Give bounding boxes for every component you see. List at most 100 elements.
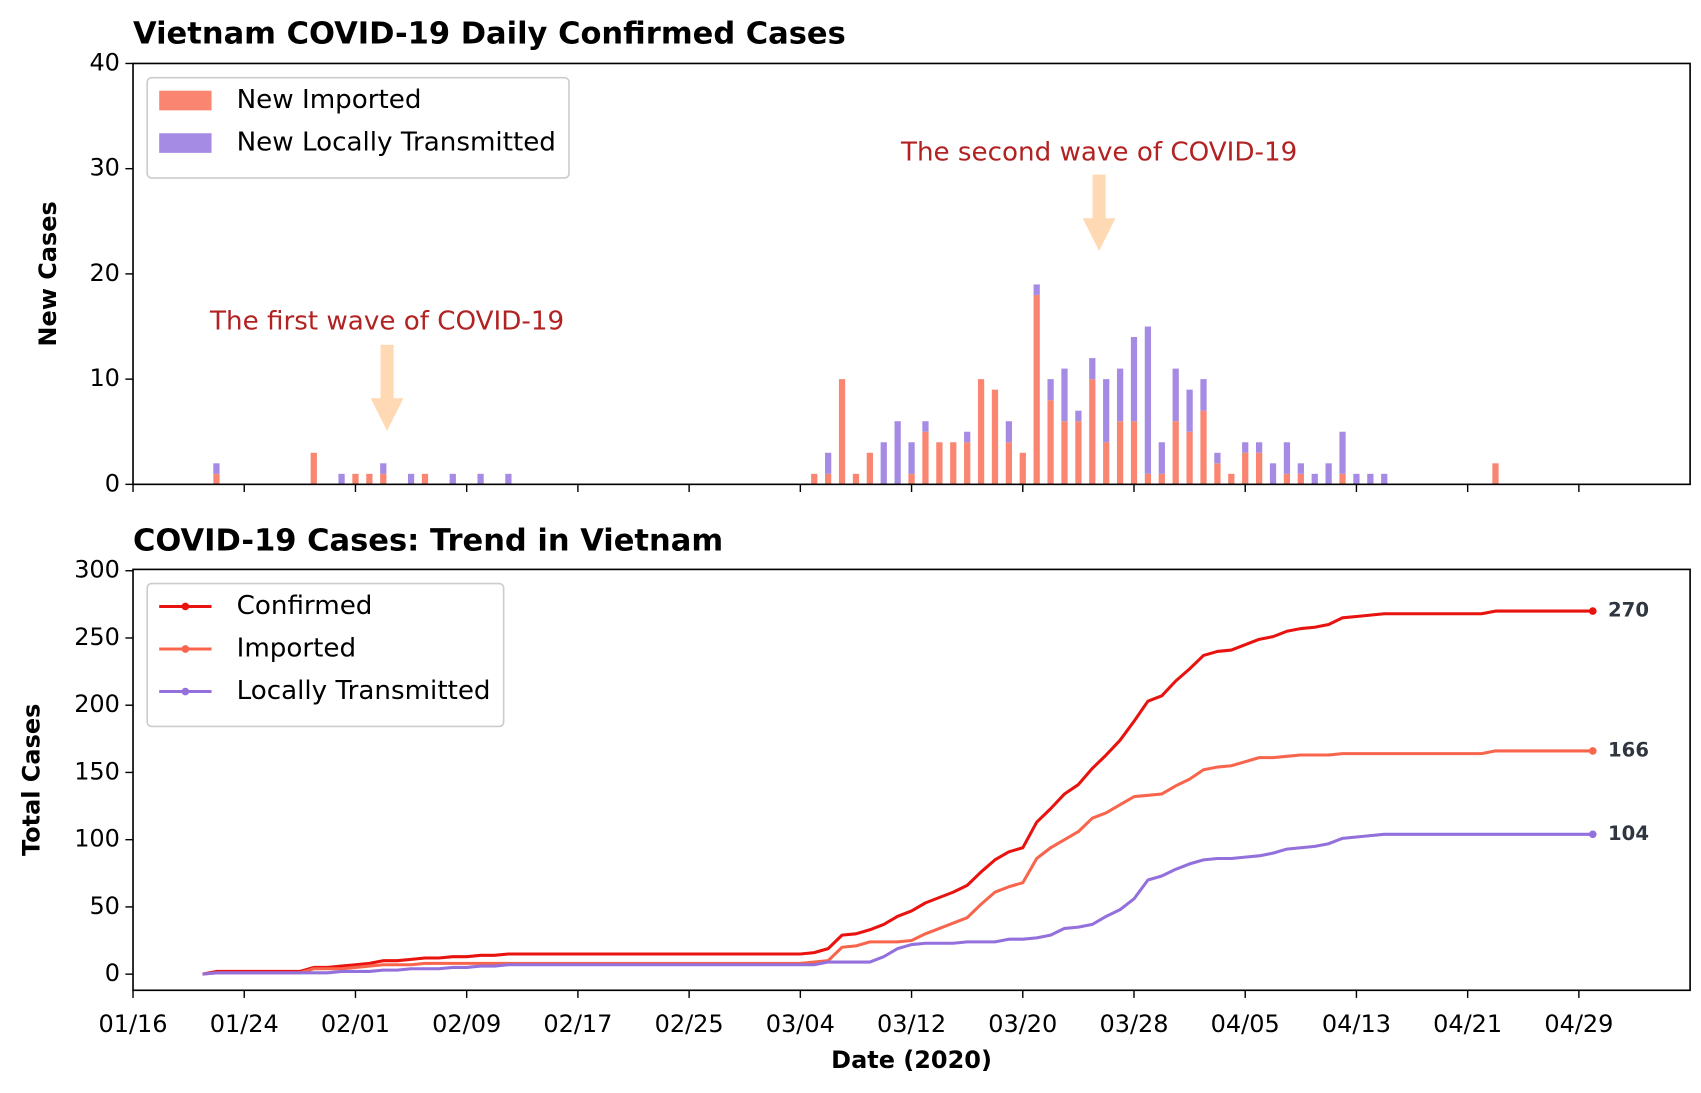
bar — [1144, 326, 1152, 474]
bar — [366, 473, 373, 485]
bar — [1103, 379, 1110, 443]
bar — [950, 442, 957, 485]
x-tick-label: 02/25 — [655, 1010, 724, 1038]
bar — [1381, 473, 1388, 485]
axes-frame — [132, 568, 1691, 992]
y-tick-label: 40 — [89, 48, 119, 76]
legend-swatch — [159, 90, 212, 111]
bar — [1005, 421, 1013, 443]
end-label: 270 — [1608, 599, 1649, 622]
y-tick-label: 0 — [105, 469, 120, 497]
y-tick-label: 50 — [89, 892, 119, 920]
bar — [1061, 421, 1068, 485]
bar — [825, 473, 832, 485]
bar — [1130, 337, 1138, 422]
annotation: The second wave of COVID-19 — [900, 137, 1297, 167]
x-tick-label: 04/13 — [1322, 1010, 1391, 1038]
bar — [1297, 473, 1304, 485]
bar — [991, 389, 999, 485]
legend: Confirmed Imported Locally Transmitted — [146, 582, 505, 728]
bar — [825, 452, 832, 474]
y-axis-label: Total Cases — [18, 704, 46, 856]
bar — [1172, 421, 1179, 485]
bar — [338, 473, 345, 485]
bar — [1311, 473, 1318, 485]
bar — [352, 473, 359, 485]
bar — [964, 431, 971, 443]
x-tick-label: 01/16 — [98, 1010, 167, 1038]
bar — [1089, 379, 1096, 485]
bar — [1116, 368, 1124, 422]
bar — [1242, 452, 1249, 485]
bar — [1492, 463, 1499, 485]
x-tick-label: 01/24 — [210, 1010, 279, 1038]
y-tick-label: 150 — [74, 757, 120, 785]
legend-label: New Locally Transmitted — [237, 128, 556, 158]
end-point — [1588, 830, 1597, 839]
bar — [1019, 452, 1026, 485]
bar — [838, 379, 846, 485]
legend-label: New Imported — [237, 85, 422, 115]
bar — [1200, 410, 1207, 485]
bar — [922, 431, 929, 485]
bar — [1033, 284, 1040, 295]
bar — [1172, 368, 1179, 422]
x-tick-label: 02/09 — [432, 1010, 501, 1038]
y-tick-label: 20 — [89, 259, 119, 287]
line — [202, 832, 1593, 976]
bar — [1005, 442, 1013, 485]
bar — [449, 473, 456, 485]
bar — [852, 473, 860, 485]
bar — [1200, 379, 1207, 411]
x-tick-label: 03/20 — [988, 1010, 1057, 1038]
bar — [380, 463, 387, 474]
bar — [936, 442, 943, 485]
bar — [922, 421, 929, 432]
legend-label: Locally Transmitted — [237, 676, 491, 706]
bar — [1283, 442, 1291, 474]
bar — [310, 452, 317, 485]
x-tick-label: 03/04 — [766, 1010, 835, 1038]
y-tick-label: 100 — [74, 825, 120, 853]
chart-title: Vietnam COVID-19 Daily Confirmed Cases — [133, 17, 846, 52]
bar — [880, 442, 887, 485]
bar — [1186, 431, 1193, 485]
legend-marker — [181, 602, 190, 611]
bar — [964, 442, 971, 485]
annotation-arrow — [1082, 174, 1116, 252]
bar — [1089, 358, 1096, 380]
bar — [407, 473, 415, 485]
y-tick-label: 250 — [74, 623, 120, 651]
legend-label: Imported — [237, 633, 357, 663]
bar — [1283, 473, 1291, 485]
x-tick-label: 03/12 — [877, 1010, 946, 1038]
line — [202, 749, 1593, 976]
bar — [1214, 463, 1221, 485]
bar — [1116, 421, 1124, 485]
bar — [1269, 463, 1277, 485]
x-tick-label: 04/05 — [1211, 1010, 1280, 1038]
y-axis-label: New Cases — [34, 201, 62, 346]
bar — [1214, 452, 1221, 464]
bar — [1297, 463, 1304, 474]
bar — [1144, 473, 1152, 485]
bar — [1158, 473, 1165, 485]
bar — [1047, 400, 1054, 485]
legend-box — [146, 582, 505, 728]
bar — [894, 421, 901, 485]
bar — [1061, 368, 1068, 422]
chart-title: COVID-19 Cases: Trend in Vietnam — [133, 524, 723, 559]
bar — [866, 452, 873, 485]
bar — [908, 473, 915, 485]
bar — [213, 473, 220, 485]
legend-label: Confirmed — [237, 591, 373, 621]
bar — [811, 473, 818, 485]
bar — [1130, 421, 1138, 485]
annotation: The first wave of COVID-19 — [209, 306, 564, 336]
x-tick-label: 02/01 — [321, 1010, 390, 1038]
legend-swatch — [159, 133, 212, 153]
bar — [213, 463, 220, 474]
bar — [1353, 473, 1360, 485]
